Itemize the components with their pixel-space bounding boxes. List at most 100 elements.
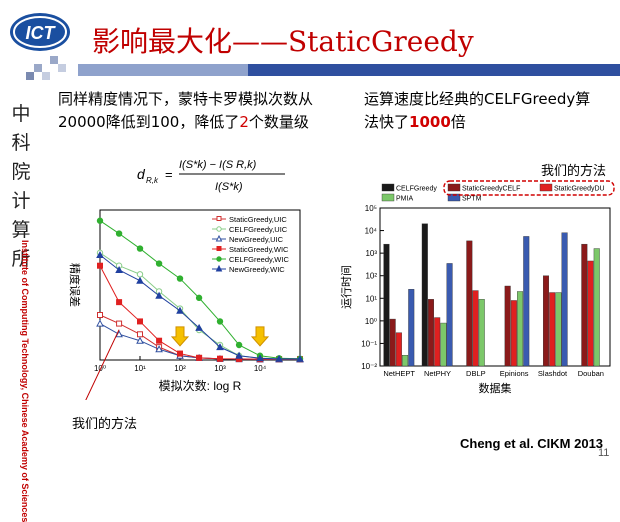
y-tick-label: 10³ (365, 249, 377, 258)
line-chart: 10⁰ 10¹ 10² 10³ 10⁴StaticGreedy,UICCELFGreed… (68, 209, 304, 400)
data-point (217, 355, 223, 362)
bar (593, 248, 600, 367)
x-tick-label: Slashdot (538, 369, 568, 378)
data-point (96, 319, 104, 327)
legend-label: SPTM (462, 196, 482, 203)
legend-label: NewGreedy,WIC (229, 265, 285, 274)
y-axis-title: 精度误差 (68, 263, 82, 307)
data-point (116, 299, 123, 306)
plot-frame (379, 207, 611, 367)
sidebar-char: 算 (11, 219, 31, 241)
data-point (235, 351, 243, 359)
data-point (195, 323, 203, 331)
formula-lhs-sub: R,k (146, 176, 159, 185)
x-tick-label: NetHEPT (383, 369, 415, 378)
sidebar-chinese-name: 中 科 院 计 算 所 (10, 100, 32, 274)
legend-label: NewGreedy,UIC (229, 235, 284, 244)
x-tick-label: Epinions (500, 369, 529, 378)
y-axis-title: 运行时间 (340, 265, 353, 309)
bar (472, 290, 479, 367)
legend-label: PMIA (396, 196, 413, 203)
data-point (96, 250, 104, 258)
series-line (99, 265, 300, 360)
data-point (136, 271, 144, 278)
y-tick-label: 10⁵ (365, 204, 377, 213)
data-point (275, 354, 283, 362)
legend-marker (215, 234, 223, 242)
data-point (137, 331, 143, 338)
y-tick-label: 10⁴ (365, 227, 378, 236)
page-number: 11 (598, 447, 610, 459)
data-point (176, 306, 184, 314)
formula-lhs: d (137, 166, 146, 182)
left-highlight: 2 (239, 113, 249, 131)
right-description-tail: 倍 (450, 113, 466, 131)
arrow-icon (250, 326, 270, 347)
data-point (216, 343, 224, 351)
y-tick-label: 10² (365, 272, 377, 281)
x-tick-label: Douban (578, 369, 604, 378)
legend-label: CELFGreedy,UIC (229, 225, 288, 234)
data-point (155, 260, 163, 267)
left-description-text: 同样精度情况下，蒙特卡罗模拟次数从20000降低到100，降低了 (58, 90, 314, 131)
bar (389, 318, 396, 367)
data-point (96, 217, 104, 224)
logo-text: ICT (26, 23, 57, 43)
bar (440, 322, 447, 367)
bar (510, 300, 517, 367)
blue-band-fade (78, 64, 248, 76)
sidebar-char: 所 (11, 248, 31, 270)
svg-text:=: = (165, 167, 173, 182)
bar-chart: 10⁻² 10⁻¹ 10⁰ 10¹ 10² 10³ 10⁴ 10⁵ NetHEPT NetPHY D… (340, 180, 615, 395)
data-point (115, 265, 123, 273)
bar (587, 260, 594, 367)
data-point (296, 354, 304, 362)
bar (395, 332, 402, 367)
citation: Cheng et al. CIKM 2013 (460, 436, 604, 451)
x-tick-label: 10³ (214, 364, 226, 373)
legend-label: CELFGreedy (396, 186, 437, 193)
bar (517, 291, 524, 367)
x-tick-label: NetPHY (424, 369, 451, 378)
data-point (216, 318, 224, 325)
legend-swatch (447, 183, 461, 192)
bar (427, 299, 434, 367)
legend-swatch (539, 183, 553, 192)
legend-swatch (381, 193, 395, 202)
ict-logo: ICT (10, 13, 70, 51)
legend-marker (216, 226, 222, 232)
sidebar-char: 中 (11, 103, 31, 125)
data-point (195, 294, 203, 302)
data-point (115, 230, 123, 237)
legend-label: StaticGreedy,UIC (229, 215, 287, 224)
bar (408, 289, 415, 367)
checker-decoration (26, 56, 66, 80)
y-tick-label: 10⁻¹ (361, 339, 377, 348)
header-band: ICT (0, 0, 620, 80)
y-tick-label: 10⁻² (361, 362, 377, 371)
right-description: 运算速度比经典的CELFGreedy算法快了1000倍 (364, 88, 604, 134)
y-tick-label: 10⁰ (365, 317, 377, 326)
data-point (155, 291, 163, 299)
highlight-box (443, 180, 615, 196)
formula: d R,k = I(S*k) − I(S R,k) I(S*k) (137, 159, 285, 193)
legend-swatch (447, 193, 461, 202)
x-tick-label: 10⁰ (94, 364, 106, 373)
bar (555, 292, 562, 367)
data-point (235, 341, 243, 349)
data-point (176, 275, 184, 282)
bar (478, 299, 485, 367)
right-highlight: 1000 (409, 113, 451, 131)
data-point (136, 245, 144, 252)
sidebar-institute: Institute of Computing Technology, Chine… (18, 240, 32, 522)
bar (542, 275, 549, 367)
legend-label: StaticGreedyDU (554, 186, 605, 193)
formula-denominator: I(S*k) (215, 181, 243, 193)
data-point (116, 320, 123, 327)
bar (446, 263, 453, 367)
legend-label: StaticGreedy,WIC (229, 245, 289, 254)
x-tick-label: 10¹ (134, 364, 146, 373)
legend-label: StaticGreedyCELF (462, 186, 520, 193)
x-tick-label: 10² (174, 364, 186, 373)
x-axis-title: 数据集 (479, 381, 512, 395)
